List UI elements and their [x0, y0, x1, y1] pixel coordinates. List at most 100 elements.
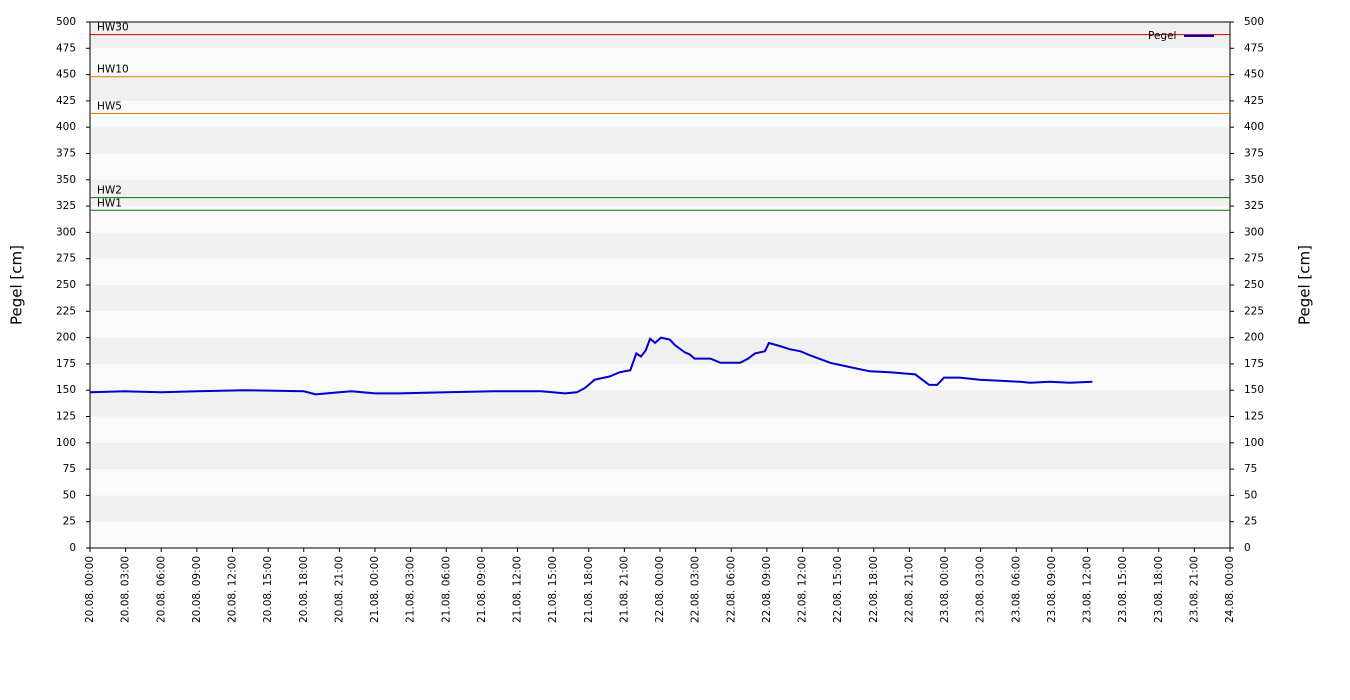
y2-tick-label: 475 — [1244, 42, 1264, 54]
x-tick-label: 24.08. 00:00 — [1224, 556, 1236, 623]
x-tick-label: 21.08. 00:00 — [369, 556, 381, 623]
x-tick-label: 23.08. 00:00 — [939, 556, 951, 623]
reference-label: HW5 — [97, 101, 122, 113]
y-tick-label: 350 — [56, 174, 76, 186]
x-tick-label: 23.08. 15:00 — [1117, 556, 1129, 623]
x-tick-label: 22.08. 03:00 — [690, 556, 702, 623]
y-tick-label: 100 — [56, 437, 76, 449]
grid-band — [90, 48, 1230, 75]
grid-band — [90, 337, 1230, 364]
x-tick-label: 22.08. 09:00 — [761, 556, 773, 623]
y2-tick-label: 250 — [1244, 279, 1264, 291]
x-tick-label: 21.08. 09:00 — [476, 556, 488, 623]
x-tick-label: 22.08. 00:00 — [654, 556, 666, 623]
grid-band — [90, 442, 1230, 470]
y-tick-label: 125 — [56, 411, 76, 423]
reference-label: HW1 — [97, 197, 122, 209]
y-axis-title: Pegel [cm] — [8, 245, 26, 325]
y2-tick-label: 50 — [1244, 489, 1257, 501]
x-tick-label: 23.08. 18:00 — [1153, 556, 1165, 623]
y-tick-label: 275 — [56, 253, 76, 265]
grid-band — [90, 100, 1230, 128]
y-tick-label: 150 — [56, 384, 76, 396]
data-line — [89, 336, 1093, 396]
x-tick-label: 23.08. 09:00 — [1046, 556, 1058, 623]
x-tick-label: 22.08. 15:00 — [832, 556, 844, 623]
y-tick-label: 425 — [56, 95, 76, 107]
x-tick-label: 20.08. 18:00 — [298, 556, 310, 623]
y2-tick-label: 500 — [1244, 16, 1264, 28]
y2-tick-label: 0 — [1244, 542, 1251, 554]
x-tick-label: 22.08. 18:00 — [868, 556, 880, 623]
y2-tick-label: 75 — [1244, 463, 1257, 475]
y-tick-label: 75 — [63, 463, 76, 475]
reference-label: HW10 — [97, 64, 129, 76]
grid-band — [90, 22, 1230, 49]
y2-tick-label: 400 — [1244, 121, 1264, 133]
y-tick-label: 225 — [56, 305, 76, 317]
x-tick-label: 20.08. 15:00 — [262, 556, 274, 623]
grid-band — [90, 311, 1230, 338]
reference-label: HW2 — [97, 185, 122, 197]
grid-band — [90, 469, 1230, 496]
x-tick-label: 20.08. 09:00 — [191, 556, 203, 623]
x-tick-label: 21.08. 15:00 — [547, 556, 559, 623]
y2-tick-label: 175 — [1244, 358, 1264, 370]
y-tick-label: 50 — [63, 489, 76, 501]
y2-tick-label: 450 — [1244, 69, 1264, 81]
grid-band — [90, 153, 1230, 180]
grid-band — [90, 258, 1230, 285]
y2-tick-label: 25 — [1244, 516, 1257, 528]
y-tick-label: 500 — [56, 16, 76, 28]
y-tick-label: 375 — [56, 148, 76, 160]
grid-band — [90, 416, 1230, 443]
x-tick-label: 21.08. 03:00 — [405, 556, 417, 623]
x-tick-label: 21.08. 21:00 — [618, 556, 630, 623]
legend-label: Pegel — [1148, 30, 1176, 42]
grid-band — [90, 74, 1230, 101]
y-tick-label: 475 — [56, 42, 76, 54]
y2-tick-label: 425 — [1244, 95, 1264, 107]
grid-band — [90, 285, 1230, 312]
y-tick-label: 200 — [56, 332, 76, 344]
x-tick-label: 22.08. 06:00 — [725, 556, 737, 623]
y2-tick-label: 100 — [1244, 437, 1264, 449]
y-tick-label: 300 — [56, 226, 76, 238]
y2-tick-label: 325 — [1244, 200, 1264, 212]
grid-band — [90, 390, 1230, 417]
grid-band — [90, 363, 1230, 391]
grid-band — [90, 127, 1230, 154]
grid-band — [90, 179, 1230, 207]
y2-tick-label: 350 — [1244, 174, 1264, 186]
x-tick-label: 21.08. 12:00 — [512, 556, 524, 623]
y2-axis-title: Pegel [cm] — [1296, 245, 1314, 325]
y2-tick-label: 375 — [1244, 148, 1264, 160]
grid-band — [90, 495, 1230, 522]
y2-tick-label: 300 — [1244, 226, 1264, 238]
y-tick-label: 0 — [69, 542, 76, 554]
x-tick-label: 22.08. 12:00 — [797, 556, 809, 623]
y-tick-label: 325 — [56, 200, 76, 212]
grid-band — [90, 521, 1230, 548]
reference-label: HW30 — [97, 22, 129, 34]
x-tick-label: 21.08. 18:00 — [583, 556, 595, 623]
y2-tick-label: 225 — [1244, 305, 1264, 317]
y2-tick-label: 125 — [1244, 411, 1264, 423]
x-tick-label: 23.08. 12:00 — [1082, 556, 1094, 623]
y2-tick-label: 275 — [1244, 253, 1264, 265]
x-tick-label: 20.08. 21:00 — [333, 556, 345, 623]
y-tick-label: 400 — [56, 121, 76, 133]
y-tick-label: 450 — [56, 69, 76, 81]
x-tick-label: 23.08. 03:00 — [975, 556, 987, 623]
x-tick-label: 20.08. 06:00 — [155, 556, 167, 623]
x-tick-label: 23.08. 06:00 — [1010, 556, 1022, 623]
x-tick-label: 21.08. 06:00 — [440, 556, 452, 623]
y2-tick-label: 150 — [1244, 384, 1264, 396]
grid-band — [90, 232, 1230, 259]
x-tick-label: 20.08. 00:00 — [84, 556, 96, 623]
y-tick-label: 250 — [56, 279, 76, 291]
y2-tick-label: 200 — [1244, 332, 1264, 344]
x-tick-label: 23.08. 21:00 — [1188, 556, 1200, 623]
x-tick-label: 22.08. 21:00 — [903, 556, 915, 623]
